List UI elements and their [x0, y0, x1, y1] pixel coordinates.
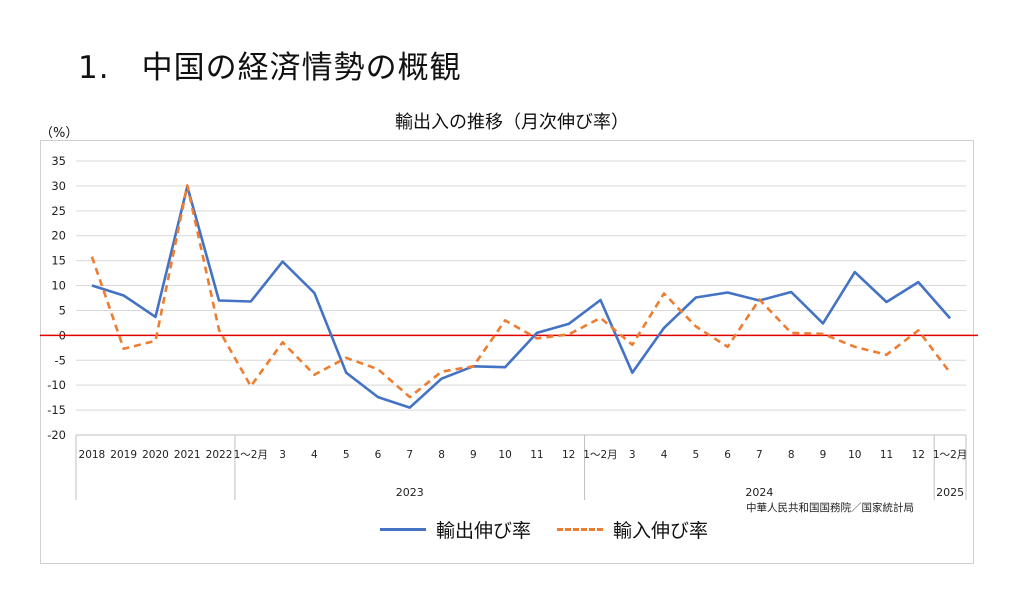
y-tick-label: 30	[51, 179, 66, 193]
x-tick-label: 6	[724, 449, 731, 461]
y-tick-label: -15	[47, 403, 66, 417]
y-tick-label: 25	[51, 204, 66, 218]
exports-line	[91, 185, 952, 409]
x-tick-label: 11	[530, 449, 543, 461]
legend-item-exports: 輸出伸び率	[380, 516, 531, 543]
chart-legend: 輸出伸び率 輸入伸び率	[380, 516, 708, 543]
x-tick-label: 2018	[79, 449, 106, 461]
y-tick-label: -10	[47, 378, 66, 392]
x-tick-label: 3	[629, 449, 636, 461]
x-tick-label: 1～2月	[583, 449, 617, 461]
legend-label-exports: 輸出伸び率	[436, 520, 532, 542]
legend-item-imports: 輸入伸び率	[557, 516, 708, 543]
x-tick-label: 7	[756, 449, 763, 461]
x-tick-label: 8	[438, 449, 445, 461]
x-tick-label: 4	[661, 449, 668, 461]
x-group-label: 2025	[936, 486, 964, 499]
x-tick-label: 2019	[110, 449, 137, 461]
y-tick-label: 35	[51, 154, 66, 168]
x-tick-label: 12	[562, 449, 575, 461]
y-tick-label: -20	[47, 428, 66, 442]
x-tick-label: 2021	[174, 449, 201, 461]
source-note: 中華人民共和国国務院／国家統計局	[746, 502, 914, 514]
imports-line	[90, 184, 952, 399]
x-tick-label: 9	[470, 449, 477, 461]
x-group-label: 2024	[745, 486, 773, 499]
x-tick-label: 2020	[142, 449, 169, 461]
y-tick-label: 20	[51, 229, 66, 243]
x-tick-label: 10	[498, 449, 511, 461]
x-tick-label: 12	[912, 449, 925, 461]
y-tick-label: -5	[55, 353, 66, 367]
x-tick-label: 1～2月	[234, 449, 268, 461]
legend-swatch-imports	[557, 528, 604, 531]
y-tick-label: 5	[59, 303, 66, 317]
chart-title: 輸出入の推移（月次伸び率）	[395, 112, 629, 133]
x-tick-label: 8	[788, 449, 795, 461]
x-tick-label: 5	[343, 449, 350, 461]
y-tick-label: 15	[51, 254, 66, 268]
x-group-label: 2023	[396, 486, 424, 499]
x-tick-label: 6	[375, 449, 382, 461]
x-tick-label: 11	[880, 449, 893, 461]
x-tick-label: 2022	[206, 449, 233, 461]
x-tick-label: 3	[279, 449, 286, 461]
legend-swatch-exports	[380, 528, 426, 531]
page-title: 1. 中国の経済情勢の概観	[78, 50, 462, 86]
y-axis-unit-label: （%）	[40, 126, 79, 141]
x-tick-label: 4	[311, 449, 318, 461]
x-tick-label: 5	[692, 449, 699, 461]
x-tick-label: 7	[406, 449, 413, 461]
x-tick-label: 9	[820, 449, 827, 461]
x-tick-label: 10	[848, 449, 861, 461]
x-tick-label: 1～2月	[933, 449, 967, 461]
legend-label-imports: 輸入伸び率	[613, 520, 709, 542]
y-tick-label: 10	[51, 279, 66, 293]
